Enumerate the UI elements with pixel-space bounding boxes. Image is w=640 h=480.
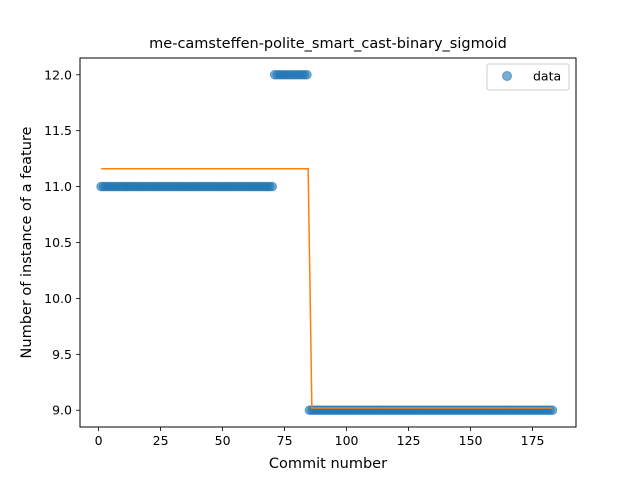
y-tick-label: 11.0 xyxy=(44,179,72,194)
plot-frame xyxy=(79,57,577,428)
x-axis-label: Commit number xyxy=(269,456,387,472)
legend-marker-data xyxy=(502,71,512,81)
x-tick-label: 25 xyxy=(153,433,169,448)
legend-label-data: data xyxy=(533,69,561,84)
y-tick-label: 10.0 xyxy=(44,291,72,306)
y-axis: 9.0 9.5 10.0 10.5 11.0 11.5 12.0 xyxy=(44,67,80,418)
y-tick-label: 9.0 xyxy=(52,403,72,418)
x-tick-label: 125 xyxy=(397,433,421,448)
fit-line xyxy=(101,167,553,409)
y-tick-label: 9.5 xyxy=(52,347,72,362)
y-tick-label: 12.0 xyxy=(44,67,72,82)
x-tick-label: 50 xyxy=(215,433,231,448)
x-tick-label: 175 xyxy=(521,433,545,448)
x-tick-label: 0 xyxy=(95,433,103,448)
x-tick-label: 75 xyxy=(277,433,293,448)
x-axis: 0 25 50 75 100 125 150 175 xyxy=(95,427,545,448)
y-tick-label: 10.5 xyxy=(44,235,72,250)
legend: data xyxy=(486,63,570,91)
y-tick-label: 11.5 xyxy=(44,123,72,138)
plot-area xyxy=(96,69,558,416)
data-point xyxy=(547,405,558,416)
chart-title: me-camsteffen-polite_smart_cast-binary_s… xyxy=(149,36,507,52)
legend-frame xyxy=(486,63,570,91)
x-tick-label: 100 xyxy=(335,433,359,448)
y-axis-label: Number of instance of a feature xyxy=(19,126,35,358)
data-point xyxy=(302,69,312,80)
x-tick-label: 150 xyxy=(459,433,483,448)
data-point xyxy=(267,181,278,192)
